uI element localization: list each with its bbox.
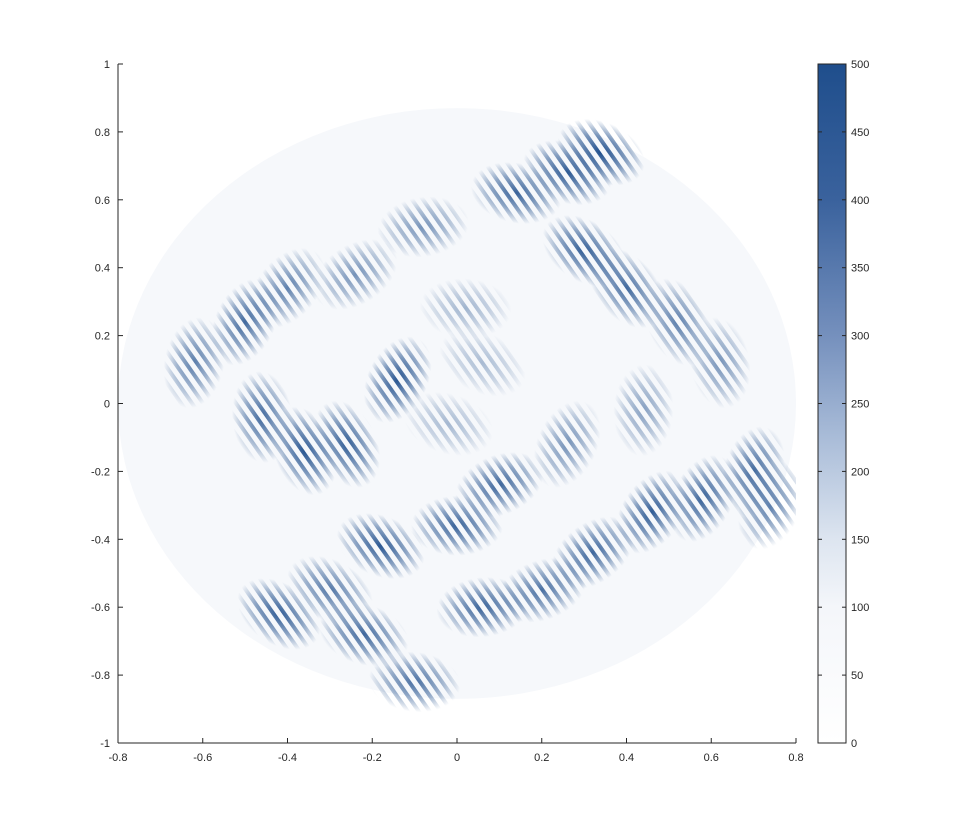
intensity-blob — [533, 400, 601, 488]
intensity-blob — [411, 495, 503, 556]
y-tick-label: -0.2 — [91, 466, 110, 478]
colorbar-tick-label: 50 — [851, 670, 863, 682]
x-tick-label: -0.4 — [278, 752, 297, 764]
colorbar-tick-label: 150 — [851, 534, 869, 546]
y-tick-label: 0.4 — [95, 263, 110, 275]
y-tick-label: -0.8 — [91, 670, 110, 682]
intensity-blob — [551, 516, 634, 590]
colorbar-tick-label: 100 — [851, 602, 869, 614]
colorbar-gradient — [817, 63, 847, 744]
intensity-blob — [615, 470, 688, 554]
y-tick-label: 1 — [104, 59, 110, 71]
y-tick-label: 0 — [104, 399, 110, 411]
y-axis-ticks: 1 0.8 0.6 0.4 0.2 0 -0.2 -0.4 -0.6 -0.8 -1 — [91, 59, 123, 750]
intensity-blob — [377, 196, 469, 258]
colorbar-tick-label: 400 — [851, 195, 869, 207]
x-tick-label: -0.6 — [193, 752, 212, 764]
intensity-blob — [319, 602, 409, 667]
intensity-blob — [336, 513, 425, 580]
colorbar-tick-label: 0 — [851, 738, 857, 750]
x-tick-label: 0.4 — [619, 752, 634, 764]
colorbar-tick-label: 450 — [851, 127, 869, 139]
y-tick-label: -0.4 — [91, 534, 110, 546]
intensity-blob — [557, 118, 645, 186]
colorbar-tick-label: 500 — [851, 59, 869, 71]
x-tick-label: 0.6 — [704, 752, 719, 764]
y-tick-label: -1 — [100, 738, 110, 750]
y-tick-label: 0.8 — [95, 127, 110, 139]
intensity-blob — [439, 328, 526, 397]
heatmap-field — [118, 108, 796, 713]
intensity-blob — [419, 278, 512, 339]
intensity-blob — [403, 391, 494, 456]
plot-axes: -0.8 -0.6 -0.4 -0.2 0 0.2 0.4 0.6 0.8 1 0.8 0.6 0.4… — [91, 59, 804, 764]
intensity-blob — [249, 247, 326, 329]
y-tick-label: 0.2 — [95, 331, 110, 343]
colorbar-tick-label: 250 — [851, 399, 869, 411]
intensity-blob — [669, 455, 737, 542]
colorbar-tick-label: 350 — [851, 263, 869, 275]
intensity-blob — [231, 371, 293, 463]
intensity-blob — [313, 400, 381, 488]
intensity-blob — [689, 317, 751, 409]
intensity-blob — [368, 651, 461, 713]
colorbar-tick-label: 200 — [851, 466, 869, 478]
y-tick-label: 0.6 — [95, 195, 110, 207]
intensity-blob — [313, 239, 398, 310]
colorbar-tick-label: 300 — [851, 331, 869, 343]
x-tick-label: 0.8 — [788, 752, 803, 764]
x-tick-label: -0.2 — [363, 752, 382, 764]
y-tick-label: -0.6 — [91, 602, 110, 614]
intensity-blob — [737, 461, 796, 550]
field-intensity — [163, 118, 796, 713]
intensity-blob — [237, 578, 321, 650]
x-tick-label: 0.2 — [534, 752, 549, 764]
intensity-blob — [163, 317, 225, 409]
x-tick-label: 0 — [454, 752, 460, 764]
x-tick-label: -0.8 — [109, 752, 128, 764]
x-axis-ticks: -0.8 -0.6 -0.4 -0.2 0 0.2 0.4 0.6 0.8 — [109, 738, 804, 764]
intensity-blob — [613, 364, 674, 457]
